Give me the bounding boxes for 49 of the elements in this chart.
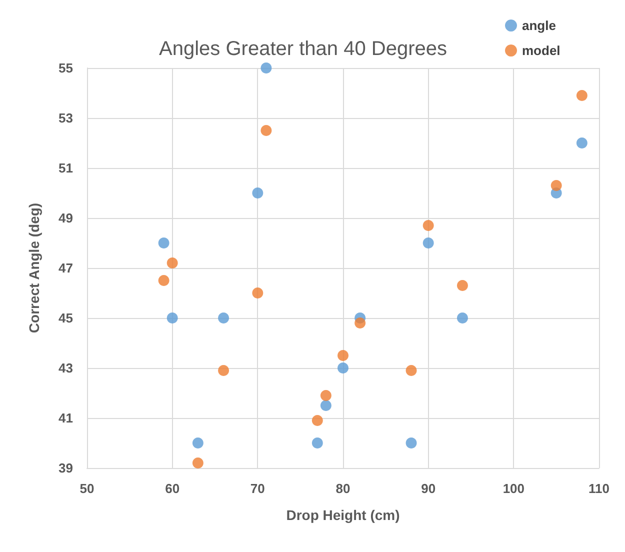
y-tick-label: 45 [58, 310, 73, 326]
point [456, 280, 468, 291]
point [576, 138, 588, 148]
x-tick-label: 70 [250, 481, 265, 496]
y-tick-label: 49 [58, 210, 73, 226]
x-tick-label: 50 [80, 481, 94, 496]
x-tick-label: 60 [165, 481, 180, 496]
y-axis-title: Correct Angle (deg) [26, 202, 42, 334]
y-tick-label: 43 [58, 360, 73, 376]
y-tick-label: 41 [58, 410, 73, 426]
point [218, 312, 230, 324]
point [354, 318, 366, 328]
point [166, 258, 178, 268]
point [158, 238, 170, 248]
y-tick-label: 51 [58, 160, 73, 176]
point [166, 312, 178, 324]
point [576, 90, 588, 101]
chart-title: Angles Greater than 40 Degrees [159, 38, 447, 60]
x-tick-label: 110 [588, 481, 610, 496]
point [312, 438, 323, 448]
point [260, 125, 272, 136]
x-tick-label: 80 [336, 481, 350, 496]
point [406, 365, 417, 376]
point [158, 275, 170, 286]
point [218, 365, 230, 376]
y-tick-label: 53 [58, 110, 73, 126]
point [192, 458, 204, 468]
x-axis-title: Drop Height (cm) [286, 507, 400, 523]
point [252, 288, 264, 298]
y-tick-label: 55 [58, 60, 73, 76]
point [260, 62, 272, 74]
point [422, 220, 434, 231]
point [406, 438, 417, 448]
point [192, 438, 204, 448]
x-tick-label: 100 [502, 481, 525, 496]
point [252, 188, 264, 198]
point [422, 238, 434, 248]
point [312, 415, 323, 426]
point [338, 350, 348, 361]
point [320, 400, 332, 411]
legend-label: model [522, 43, 560, 58]
y-tick-label: 47 [58, 260, 73, 276]
legend-label: angle [522, 18, 556, 33]
point [456, 312, 468, 324]
point [550, 180, 562, 191]
x-tick-label: 90 [421, 481, 436, 496]
y-tick-label: 39 [58, 460, 73, 476]
point [320, 390, 332, 401]
point [338, 362, 348, 374]
